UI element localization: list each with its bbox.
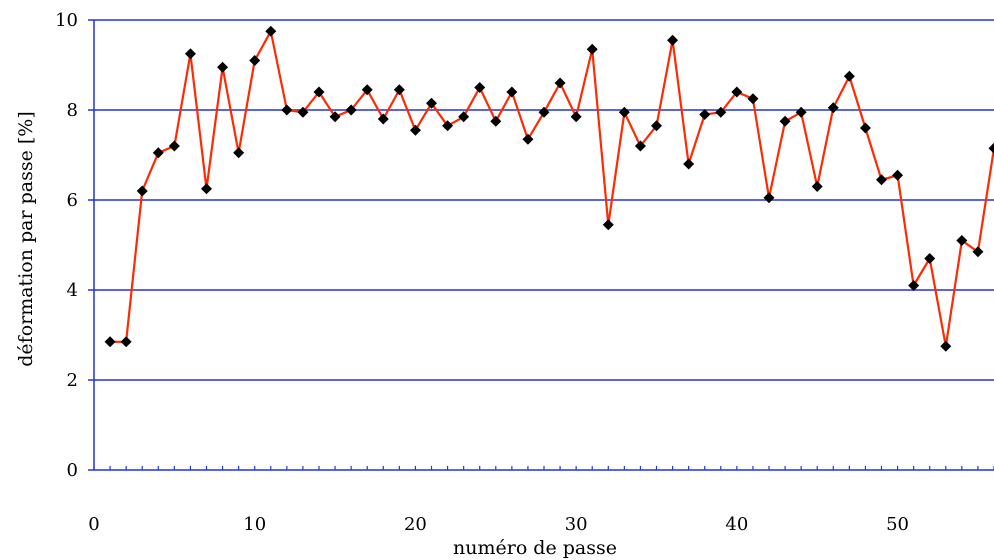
data-point — [827, 102, 839, 114]
data-point — [409, 124, 421, 136]
axes — [88, 19, 994, 471]
data-point — [811, 181, 823, 192]
x-tick-label: 0 — [88, 514, 99, 535]
x-tick-label: 30 — [565, 514, 588, 535]
data-point — [731, 86, 743, 98]
data-point — [892, 169, 904, 181]
data-point — [699, 109, 711, 120]
data-point — [876, 174, 887, 186]
data-point — [554, 77, 566, 89]
data-point — [329, 111, 341, 123]
y-tick-labels: 0 2 4 6 8 10 — [55, 10, 78, 481]
data-point — [972, 246, 984, 258]
data-point — [426, 97, 437, 109]
data-series — [104, 25, 994, 352]
data-point — [747, 93, 759, 105]
data-point — [859, 122, 871, 134]
data-point — [779, 115, 791, 127]
data-point — [345, 104, 357, 116]
data-point — [795, 106, 807, 118]
data-point — [233, 147, 245, 159]
series-line — [110, 30, 994, 348]
x-tick-label: 40 — [725, 514, 748, 535]
data-point — [168, 140, 180, 152]
data-point — [763, 192, 775, 204]
data-point — [458, 111, 470, 123]
data-point — [506, 86, 518, 98]
data-point — [570, 111, 582, 123]
y-tick-label: 2 — [67, 370, 78, 391]
data-point — [634, 140, 646, 152]
data-point — [152, 147, 164, 159]
data-point — [602, 219, 614, 231]
data-point — [120, 336, 132, 348]
y-axis-title: déformation par passe [%] — [15, 111, 37, 367]
data-point — [361, 84, 373, 96]
data-point — [843, 70, 855, 82]
data-point — [281, 104, 293, 116]
x-tick-label: 50 — [886, 514, 909, 535]
data-point — [297, 106, 309, 118]
x-tick-labels: 0 10 20 30 40 50 — [88, 514, 909, 535]
data-point — [538, 106, 550, 118]
y-tick-label: 0 — [67, 460, 78, 481]
data-point — [490, 115, 502, 127]
data-point — [618, 106, 630, 118]
data-point — [651, 120, 662, 132]
data-point — [924, 253, 936, 264]
x-tick-label: 20 — [404, 514, 427, 535]
x-tick-label: 10 — [243, 514, 266, 535]
y-tick-label: 10 — [55, 10, 78, 31]
data-point — [393, 84, 405, 96]
data-point — [522, 133, 534, 145]
data-point — [988, 142, 994, 154]
y-tick-label: 4 — [67, 280, 78, 301]
data-point — [474, 82, 486, 93]
x-axis-title: numéro de passe — [453, 537, 617, 559]
data-point — [217, 61, 229, 73]
data-point — [956, 235, 968, 246]
y-tick-label: 6 — [67, 190, 78, 211]
data-point — [683, 158, 695, 170]
data-point — [184, 48, 196, 60]
data-point — [940, 340, 952, 352]
data-point — [715, 106, 727, 118]
data-point — [586, 43, 598, 55]
data-point — [201, 183, 212, 195]
data-point — [313, 86, 325, 98]
data-point — [136, 185, 148, 197]
data-point — [104, 336, 116, 348]
data-point — [667, 34, 679, 46]
data-point — [908, 280, 920, 291]
gridlines — [94, 19, 994, 381]
data-point — [442, 120, 454, 132]
y-tick-label: 8 — [67, 100, 78, 121]
data-point — [249, 55, 261, 66]
data-point — [377, 113, 389, 125]
data-point — [265, 25, 277, 37]
